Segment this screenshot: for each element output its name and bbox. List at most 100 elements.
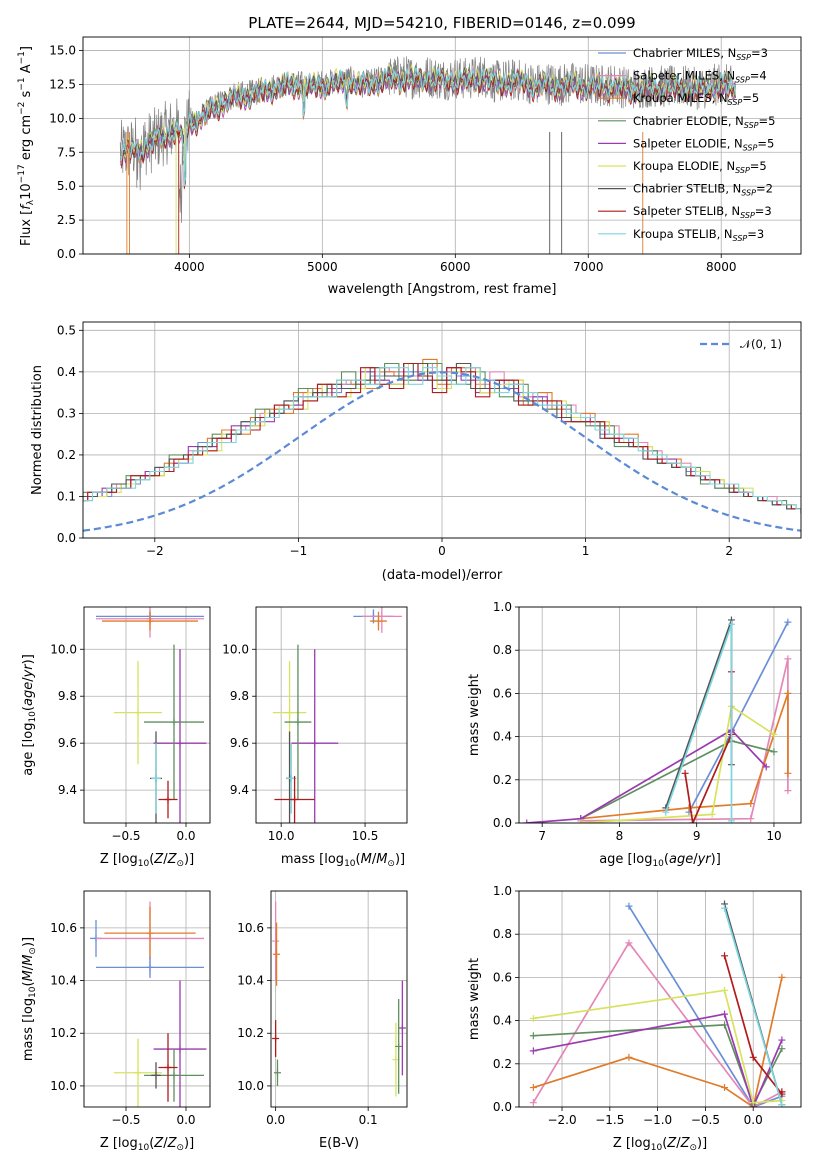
legend-label: 𝒩(0, 1) <box>740 337 782 351</box>
series-point-marker <box>747 800 755 808</box>
data-point-marker <box>287 774 295 782</box>
series-point-marker <box>662 808 670 816</box>
series-point-marker <box>625 939 633 947</box>
y-tick-label: 0.1 <box>57 489 76 503</box>
series-point-marker <box>770 730 778 738</box>
x-tick-label: 1 <box>582 544 590 558</box>
series-point-marker <box>749 1053 757 1061</box>
data-point-marker <box>164 1063 172 1071</box>
data-point-marker <box>152 1071 160 1079</box>
x-tick-label: −0.5 <box>111 829 140 843</box>
series-line <box>532 941 783 1107</box>
series-point-marker <box>784 618 792 626</box>
y-tick-label: 0.2 <box>493 1057 512 1071</box>
legend-label: Chabrier ELODIE, NSSP=5 <box>633 114 775 130</box>
series-point-marker <box>770 748 778 756</box>
series-point-marker <box>577 819 585 823</box>
residual-histogram-panel: (data-model)/error Normed distribution −… <box>30 321 802 583</box>
spectrum-panel: wavelength [Angstrom, rest frame] Flux [… <box>17 36 802 297</box>
series-line <box>580 704 775 823</box>
age-vs-mass-panel: mass [log10(M/M⊙)] 10.0 10.5 9.4 9.6 9.8 10.0 <box>222 606 408 869</box>
y-tick-label: 9.4 <box>58 783 77 797</box>
data-point-marker <box>272 1035 280 1043</box>
y-tick-label: 7.5 <box>57 145 76 159</box>
line-plot-area <box>523 616 792 823</box>
x-tick-label: 0.0 <box>266 1113 285 1127</box>
x-tick-label: −2.0 <box>547 1113 576 1127</box>
series-point-marker <box>762 763 770 771</box>
data-point-marker <box>146 617 154 625</box>
series-point-marker <box>749 1099 757 1107</box>
legend-label: Kroupa MILES, NSSP=5 <box>633 91 759 107</box>
legend-label: Salpeter ELODIE, NSSP=5 <box>633 136 774 152</box>
legend-label: Chabrier STELIB, NSSP=2 <box>633 182 773 198</box>
y-tick-label: 0.5 <box>57 323 76 337</box>
axes-frame <box>518 606 802 824</box>
model-spectrum-line <box>120 67 737 187</box>
y-tick-label: 0.0 <box>493 1100 512 1114</box>
scatter-plot-area <box>96 607 207 823</box>
axes-frame <box>83 890 211 1108</box>
scatter-plot-area <box>272 901 406 1097</box>
y-tick-label: 10.0 <box>50 1079 77 1093</box>
x-tick-label: 5000 <box>307 260 338 274</box>
y-tick-label: 0.3 <box>57 406 76 420</box>
mwz-xlabel: Z [log10(Z/Z⊙)] <box>613 1136 707 1153</box>
y-tick-label: 1.0 <box>493 600 512 614</box>
x-tick-label: 0 <box>438 544 446 558</box>
y-tick-label: 0.8 <box>493 927 512 941</box>
histogram-step-line <box>83 362 801 510</box>
y-tick-label: 10.6 <box>50 921 77 935</box>
age-vs-z-panel: Z [log10(Z/Z⊙)] age [log10(age/yr)] −0.5… <box>21 606 211 869</box>
data-point-marker <box>374 617 382 625</box>
x-tick-label: 8000 <box>706 260 737 274</box>
x-tick-label: 2 <box>725 544 733 558</box>
series-point-marker <box>689 819 697 823</box>
line-plot-area <box>529 900 786 1107</box>
series-line <box>533 989 782 1104</box>
series-point-marker <box>784 689 792 697</box>
x-tick-label: 6000 <box>440 260 471 274</box>
histogram-step-line <box>83 362 801 510</box>
scatter-plot-area <box>272 607 402 823</box>
legend-label: Kroupa STELIB, NSSP=3 <box>633 227 764 243</box>
mz-xlabel: Z [log10(Z/Z⊙)] <box>100 1136 194 1153</box>
x-tick-label: −0.5 <box>691 1113 720 1127</box>
legend-label: Salpeter STELIB, NSSP=3 <box>633 204 772 220</box>
histogram-step-line <box>83 358 801 510</box>
x-tick-label: 0.1 <box>359 1113 378 1127</box>
y-tick-label: 0.0 <box>57 531 76 545</box>
series-point-marker <box>721 1021 729 1029</box>
y-tick-label: 9.8 <box>58 689 77 703</box>
y-tick-label: 10.0 <box>50 642 77 656</box>
data-point-marker <box>170 718 178 726</box>
x-tick-label: 0.0 <box>744 1113 763 1127</box>
series-point-marker <box>727 620 735 628</box>
series-point-marker <box>778 973 786 981</box>
series-point-marker <box>784 787 792 795</box>
data-point-marker <box>378 612 386 620</box>
y-tick-label: 10.2 <box>237 1026 264 1040</box>
y-tick-label: 0.0 <box>57 247 76 261</box>
am-xlabel: mass [log10(M/M⊙)] <box>281 852 405 869</box>
hist-ylabel: Normed distribution <box>30 365 45 495</box>
data-point-marker <box>291 796 299 804</box>
data-point-marker <box>272 937 280 945</box>
legend-label: Kroupa ELODIE, NSSP=5 <box>633 159 767 175</box>
hist-xlabel: (data-model)/error <box>382 568 503 583</box>
axes-frame <box>83 606 211 824</box>
histogram-step-line <box>83 362 801 514</box>
series-point-marker <box>721 986 729 994</box>
y-tick-label: 5.0 <box>57 179 76 193</box>
axes-frame <box>270 890 408 1108</box>
series-point-marker <box>778 1101 786 1107</box>
histogram-plot-area <box>83 358 801 532</box>
mass-weight-vs-z-panel: Z [log10(Z/Z⊙)] mass weight −2.0 −1.5 −1.0… <box>467 884 802 1153</box>
data-point-marker <box>170 1071 178 1079</box>
axes-frame <box>255 606 408 824</box>
x-tick-label: −0.5 <box>111 1113 140 1127</box>
mass-weight-vs-age-panel: age [log10(age/yr)] mass weight 7 8 9 10 0.0… <box>467 600 802 869</box>
series-point-marker <box>778 1036 786 1044</box>
y-tick-label: 10.0 <box>49 111 76 125</box>
data-point-marker <box>146 929 154 937</box>
